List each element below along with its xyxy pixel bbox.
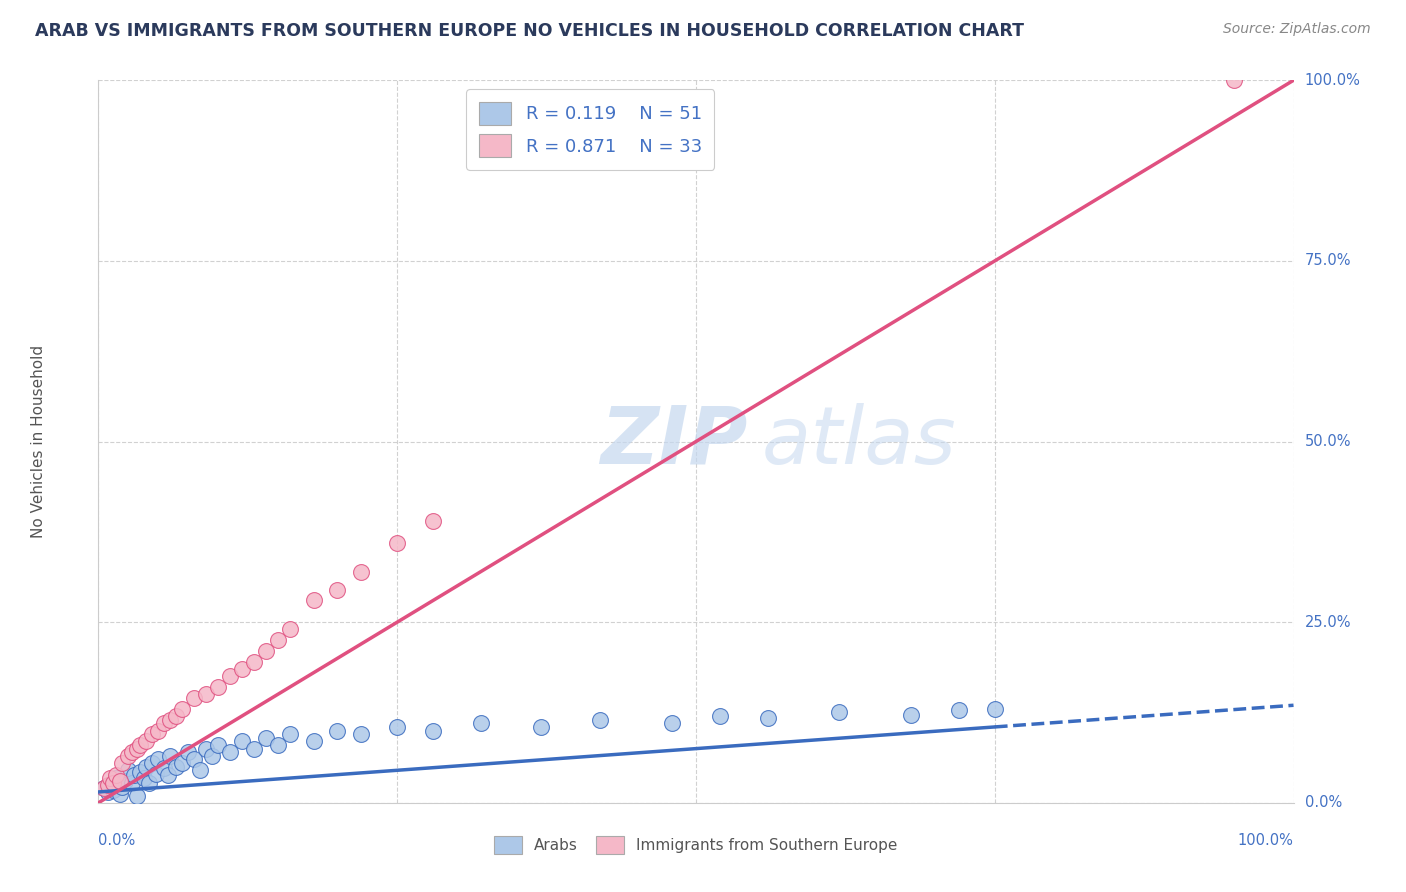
- Point: [105, 768, 128, 782]
- Point: [948, 703, 970, 717]
- Point: [97, 778, 120, 792]
- Point: [111, 756, 134, 770]
- Text: 100.0%: 100.0%: [1305, 73, 1361, 87]
- Point: [172, 702, 194, 716]
- Point: [302, 734, 325, 748]
- Point: [661, 716, 683, 731]
- Point: [124, 768, 146, 782]
- Legend: Arabs, Immigrants from Southern Europe: Arabs, Immigrants from Southern Europe: [488, 830, 904, 860]
- Text: atlas: atlas: [762, 402, 956, 481]
- Point: [530, 720, 553, 734]
- Point: [101, 775, 124, 789]
- Point: [984, 702, 1007, 716]
- Point: [121, 775, 143, 789]
- Point: [98, 771, 122, 785]
- Point: [117, 764, 139, 778]
- Point: [141, 727, 163, 741]
- Text: 0.0%: 0.0%: [98, 833, 135, 848]
- Point: [709, 709, 731, 723]
- Text: 100.0%: 100.0%: [1237, 833, 1294, 848]
- Point: [207, 738, 229, 752]
- Point: [219, 745, 242, 759]
- Point: [231, 662, 253, 676]
- Text: No Vehicles in Household: No Vehicles in Household: [31, 345, 46, 538]
- Text: 25.0%: 25.0%: [1305, 615, 1351, 630]
- Point: [98, 778, 122, 792]
- Point: [135, 734, 157, 748]
- Point: [267, 738, 290, 752]
- Point: [326, 723, 349, 738]
- Point: [589, 713, 612, 727]
- Point: [243, 655, 266, 669]
- Point: [254, 731, 277, 745]
- Point: [159, 713, 181, 727]
- Text: 0.0%: 0.0%: [1305, 796, 1341, 810]
- Point: [135, 760, 157, 774]
- Point: [422, 514, 444, 528]
- Point: [302, 593, 325, 607]
- Point: [165, 709, 187, 723]
- Point: [93, 781, 115, 796]
- Point: [1223, 73, 1246, 87]
- Point: [138, 775, 160, 789]
- Point: [108, 774, 131, 789]
- Text: 50.0%: 50.0%: [1305, 434, 1351, 449]
- Point: [326, 582, 349, 597]
- Point: [195, 741, 218, 756]
- Point: [201, 748, 224, 763]
- Point: [108, 787, 131, 801]
- Point: [156, 768, 179, 782]
- Point: [254, 644, 277, 658]
- Text: ZIP: ZIP: [600, 402, 748, 481]
- Point: [183, 691, 205, 706]
- Point: [195, 687, 218, 701]
- Point: [243, 741, 266, 756]
- Text: Source: ZipAtlas.com: Source: ZipAtlas.com: [1223, 22, 1371, 37]
- Point: [129, 738, 152, 752]
- Point: [132, 771, 155, 785]
- Point: [97, 785, 120, 799]
- Point: [756, 710, 779, 724]
- Point: [207, 680, 229, 694]
- Point: [278, 623, 301, 637]
- Point: [188, 764, 211, 778]
- Point: [159, 748, 181, 763]
- Point: [153, 716, 176, 731]
- Point: [165, 760, 187, 774]
- Point: [141, 756, 163, 770]
- Point: [177, 745, 200, 759]
- Point: [129, 765, 152, 780]
- Point: [231, 734, 253, 748]
- Point: [900, 707, 922, 722]
- Point: [219, 669, 242, 683]
- Point: [172, 756, 194, 770]
- Point: [125, 741, 148, 756]
- Point: [828, 706, 851, 720]
- Text: ARAB VS IMMIGRANTS FROM SOUTHERN EUROPE NO VEHICLES IN HOUSEHOLD CORRELATION CHA: ARAB VS IMMIGRANTS FROM SOUTHERN EUROPE …: [35, 22, 1024, 40]
- Point: [105, 771, 128, 785]
- Point: [93, 781, 115, 796]
- Point: [145, 767, 167, 781]
- Point: [183, 752, 205, 766]
- Point: [267, 633, 290, 648]
- Point: [114, 774, 136, 789]
- Point: [125, 789, 148, 803]
- Point: [111, 780, 134, 794]
- Point: [470, 716, 492, 731]
- Point: [385, 535, 409, 549]
- Point: [148, 752, 170, 766]
- Point: [117, 748, 139, 763]
- Point: [422, 723, 444, 738]
- Point: [350, 727, 373, 741]
- Text: 75.0%: 75.0%: [1305, 253, 1351, 268]
- Point: [153, 761, 176, 775]
- Point: [101, 782, 124, 797]
- Point: [148, 723, 170, 738]
- Point: [121, 745, 143, 759]
- Point: [278, 727, 301, 741]
- Point: [350, 565, 373, 579]
- Point: [385, 720, 409, 734]
